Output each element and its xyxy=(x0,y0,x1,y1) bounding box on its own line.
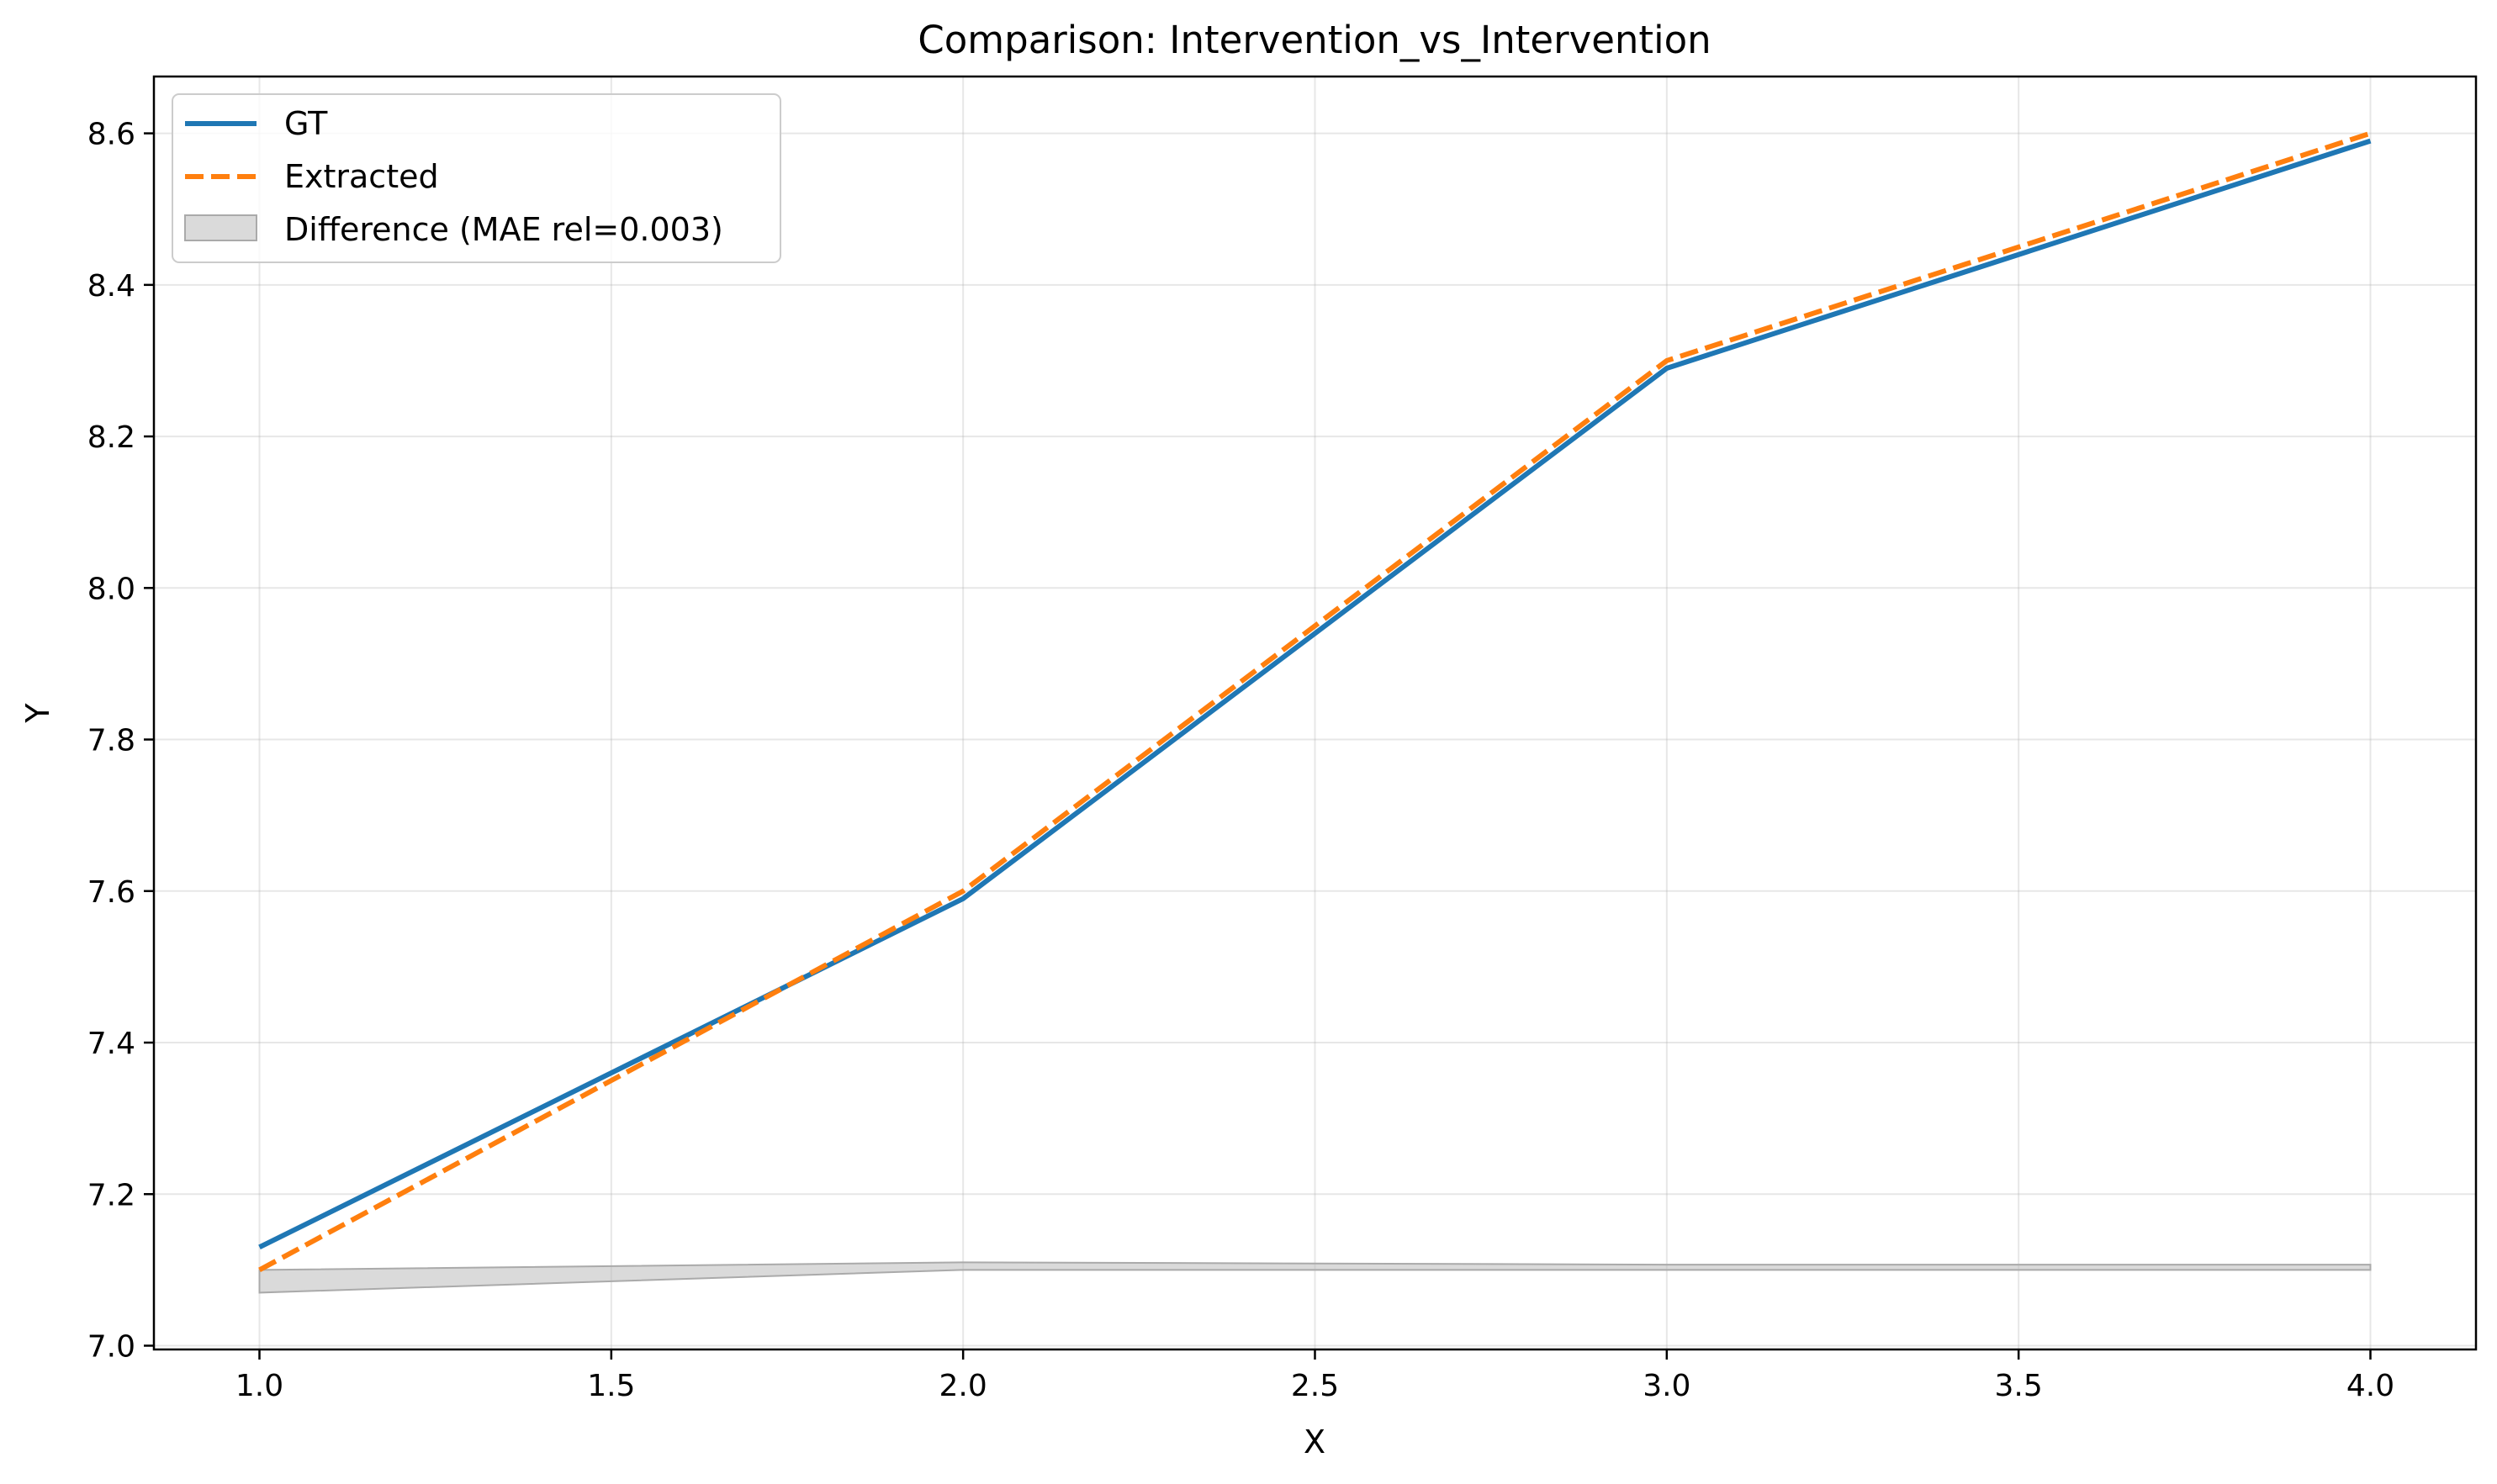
series-line-gt xyxy=(258,138,2372,1250)
y-tick-label: 7.4 xyxy=(87,1027,135,1061)
legend-label-difference: Difference (MAE rel=0.003) xyxy=(284,211,723,248)
y-tick-label: 8.2 xyxy=(87,420,135,455)
difference-band xyxy=(258,1261,2372,1294)
x-tick-label: 1.5 xyxy=(587,1369,635,1403)
y-tick-label: 8.4 xyxy=(87,269,135,304)
x-tick-label: 1.0 xyxy=(235,1369,283,1403)
x-axis-label: X xyxy=(1304,1423,1325,1460)
y-tick-label: 7.6 xyxy=(87,875,135,910)
y-tick-label: 8.6 xyxy=(87,118,135,152)
series-layer xyxy=(258,130,2372,1273)
series-line-extracted xyxy=(258,130,2372,1273)
legend-label-extracted: Extracted xyxy=(284,158,439,195)
x-tick-label: 3.5 xyxy=(1995,1369,2043,1403)
y-tick-label: 8.0 xyxy=(87,572,135,606)
y-axis-label: Y xyxy=(19,703,56,724)
y-tick-label: 7.8 xyxy=(87,724,135,758)
x-tick-label: 3.0 xyxy=(1643,1369,1690,1403)
grid xyxy=(154,77,2476,1349)
legend-label-gt: GT xyxy=(284,105,328,142)
x-tick-label: 2.0 xyxy=(939,1369,987,1403)
y-axis: 7.0 7.2 7.4 7.6 7.8 8.0 8.2 8.4 8.6 xyxy=(87,118,154,1364)
legend-box xyxy=(172,93,781,263)
chart-title: Comparison: Intervention_vs_Intervention xyxy=(918,18,1711,62)
legend-swatch-difference xyxy=(184,214,257,241)
x-tick-label: 4.0 xyxy=(2346,1369,2394,1403)
legend: GT Extracted Difference (MAE rel=0.003) xyxy=(172,93,781,263)
y-tick-label: 7.2 xyxy=(87,1178,135,1212)
x-tick-label: 2.5 xyxy=(1291,1369,1339,1403)
difference-band-layer xyxy=(258,1261,2372,1294)
y-tick-label: 7.0 xyxy=(87,1329,135,1364)
x-axis: 1.0 1.5 2.0 2.5 3.0 3.5 4.0 xyxy=(235,1349,2394,1403)
